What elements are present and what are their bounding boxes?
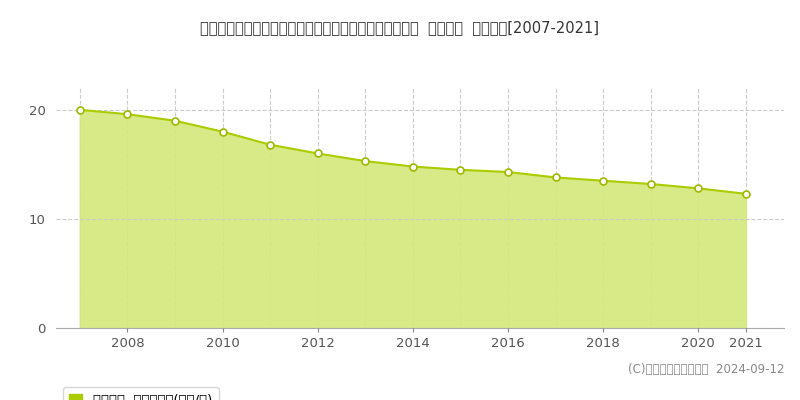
Text: (C)土地価格ドットコム  2024-09-12: (C)土地価格ドットコム 2024-09-12 bbox=[627, 363, 784, 376]
Legend: 地価公示  平均坪単価(万円/坪): 地価公示 平均坪単価(万円/坪) bbox=[62, 387, 218, 400]
Text: 岐阜県不破郡関ケ原町大字関ケ原字宝有地５７７番１外  地価公示  地価推移[2007-2021]: 岐阜県不破郡関ケ原町大字関ケ原字宝有地５７７番１外 地価公示 地価推移[2007… bbox=[201, 20, 599, 35]
